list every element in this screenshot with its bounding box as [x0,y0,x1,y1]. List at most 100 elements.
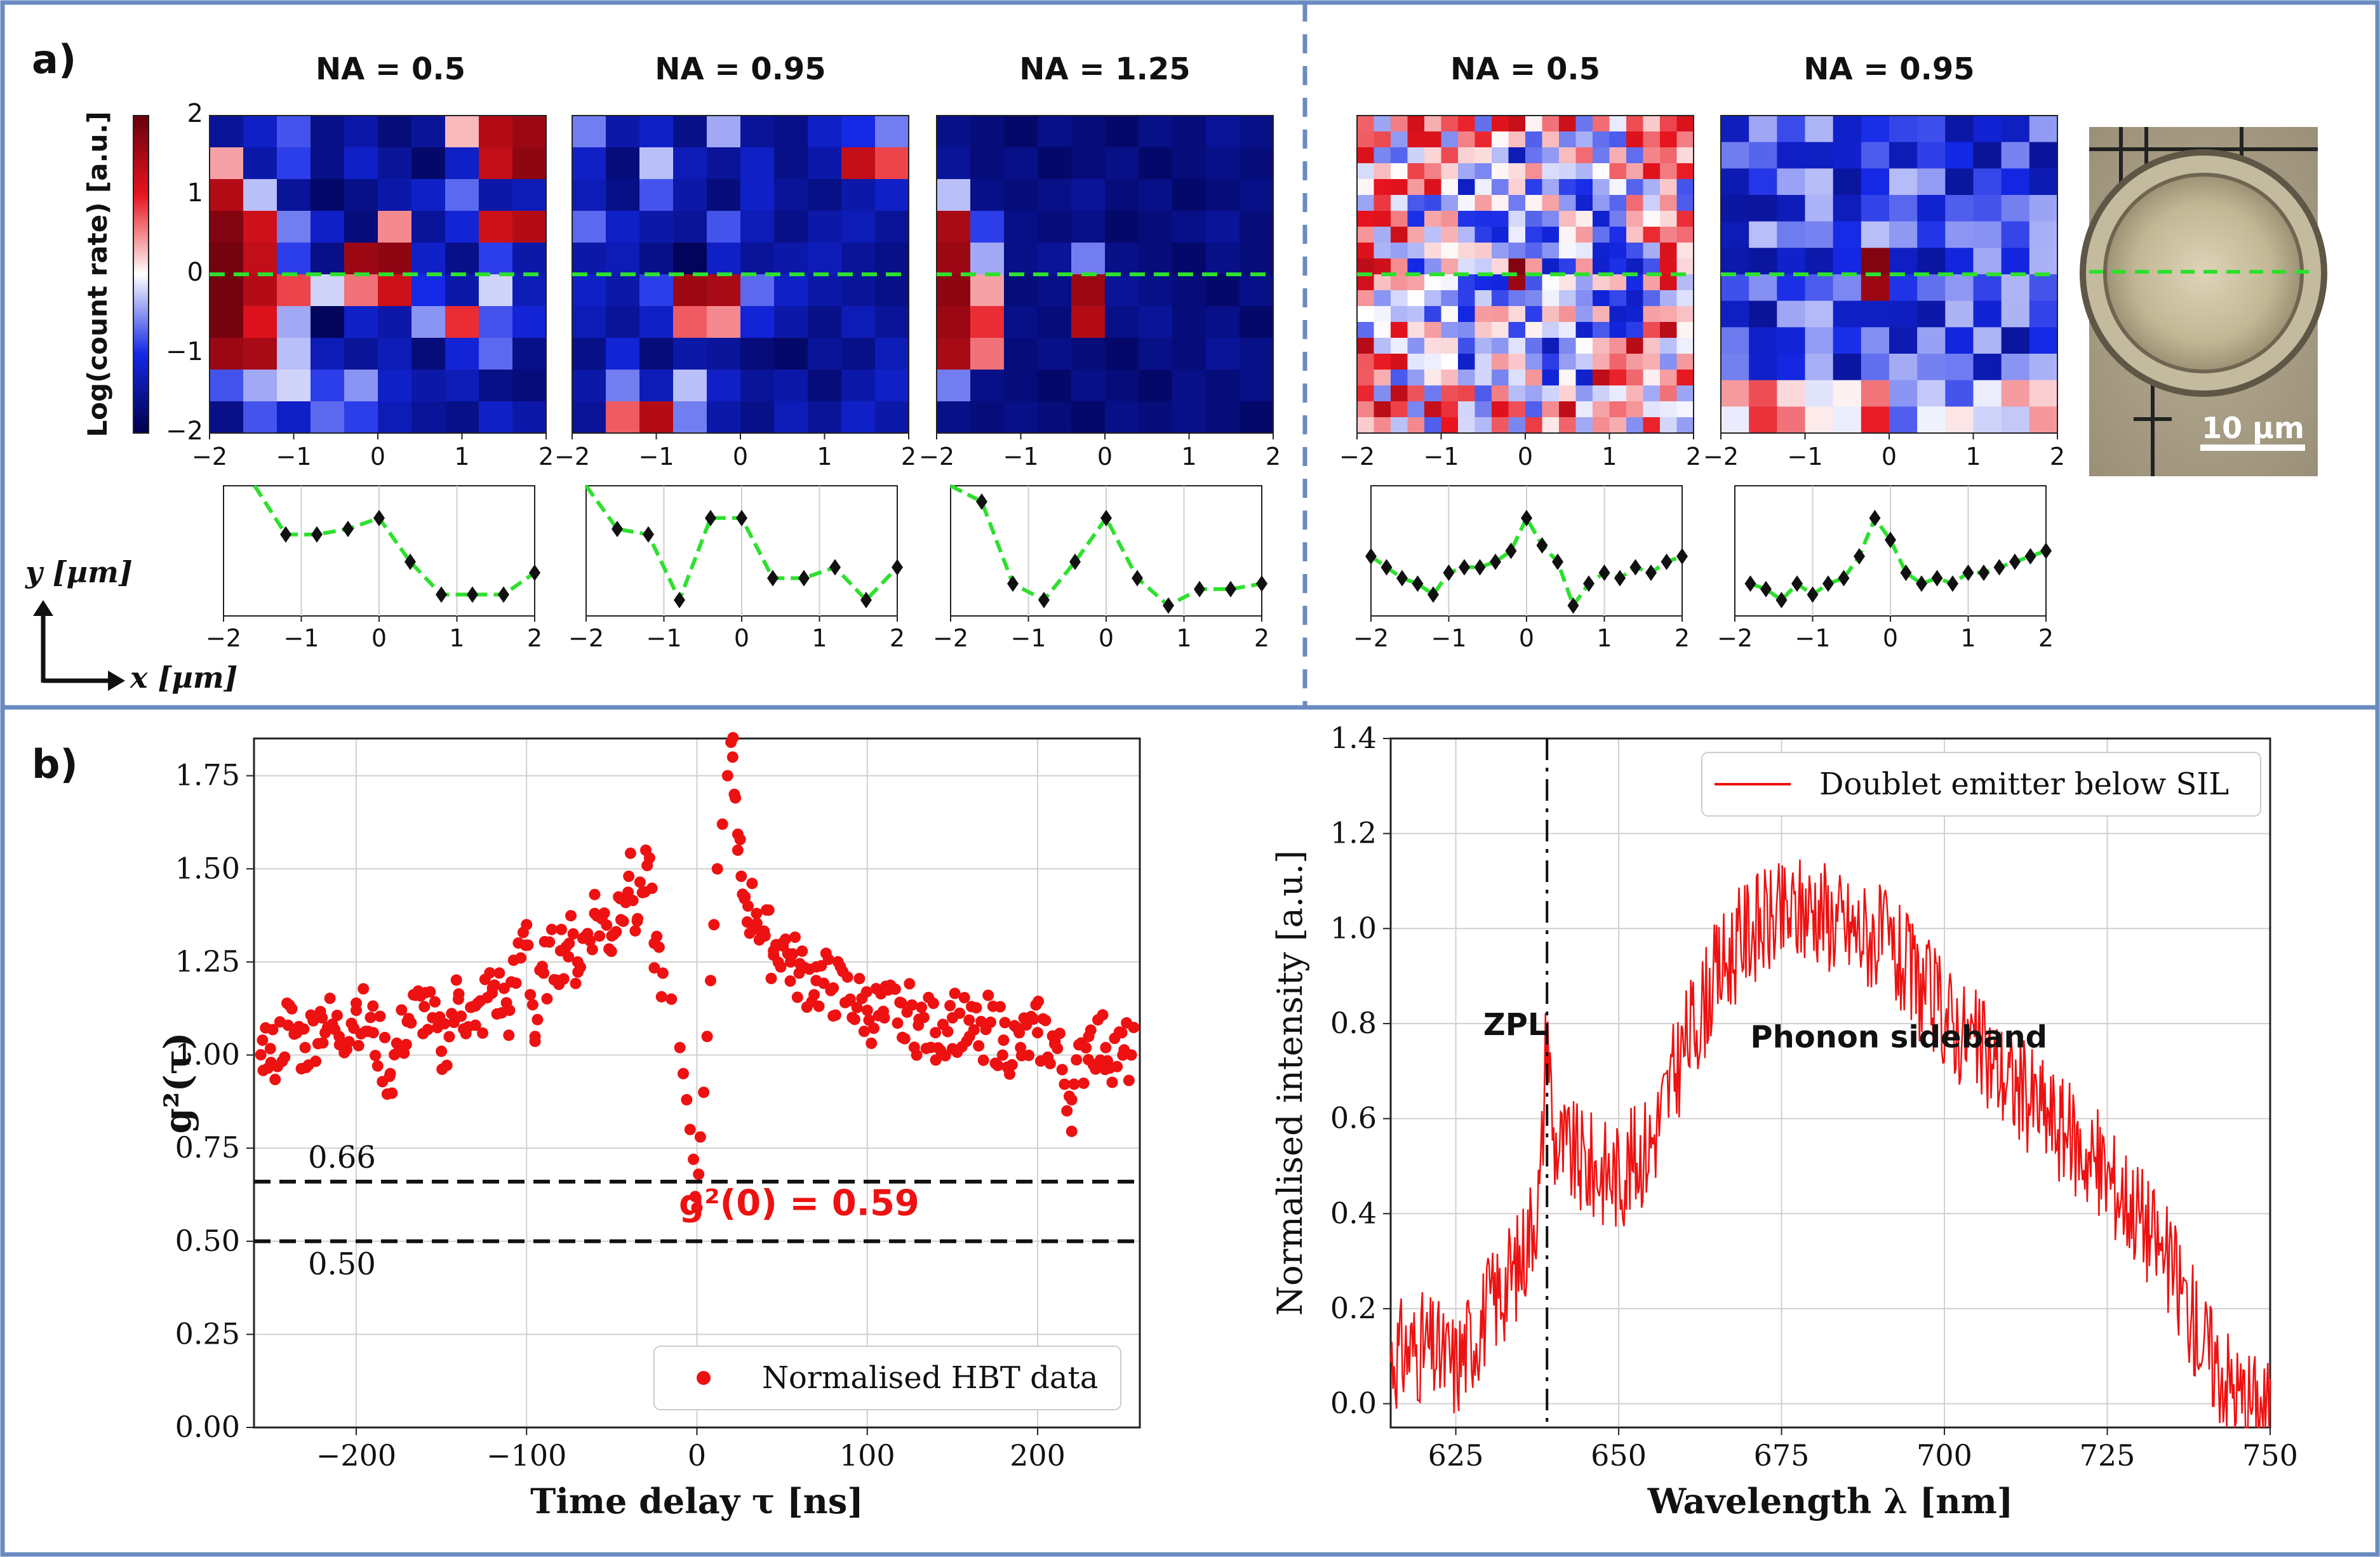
heatmap-cell [1559,258,1577,275]
profile-point [1993,559,2005,576]
heatmap-cell [606,243,640,275]
x-tick-label: −1 [283,624,319,652]
data-point [570,977,582,989]
heatmap-cell [512,370,547,402]
heatmap-cell [411,147,446,180]
heatmap-cell [1749,142,1777,169]
colorbar-ticks: 2 1 0 −1 −2 [166,99,203,446]
profile-point [1676,548,1688,565]
heatmap-cell [1749,221,1777,248]
heatmap-cell [1391,211,1408,227]
heatmap-cell [1945,195,1974,222]
heatmap-cell [1559,179,1577,196]
heatmap-cell [1391,258,1408,275]
heatmap-cell [311,338,345,370]
heatmap-cell [1139,116,1173,148]
heatmap-cell [1391,179,1408,196]
heatmap-cell [1542,211,1560,227]
heatmap-cell [311,179,345,211]
data-point [436,1045,448,1057]
x-tick-label: −200 [316,1438,396,1473]
data-point [384,1067,396,1079]
heatmap-cell [1593,131,1610,148]
data-point [1097,1009,1109,1021]
heatmap-cell [1777,221,1806,248]
heatmap-cell [673,401,707,434]
heatmap-title-4: NA = 0.5 [1450,51,1600,87]
heatmap-cell [1525,370,1543,386]
heatmap-cell [707,211,741,243]
data-point [999,1017,1011,1029]
heatmap-cell [1805,406,1834,434]
heatmap-cell [774,401,808,434]
heatmap-cell [606,179,640,211]
data-point [522,939,534,951]
profile-point [976,493,987,511]
heatmap-cell [311,401,345,434]
profile-point [1947,575,1958,592]
heatmap-cell [1407,274,1425,291]
heatmap-cell [1071,179,1106,211]
heatmap-cell [411,179,446,211]
heatmap-cell [1391,401,1408,418]
heatmap-cell [1424,354,1442,370]
heatmap-cell [1374,338,1391,354]
heatmap-cell [841,211,876,243]
heatmap-cell [2001,248,2030,275]
heatmap-cell [277,179,311,211]
data-point [622,886,634,899]
heatmap-cell [1973,168,2002,196]
heatmap-cell [1559,147,1577,164]
heatmap-cell [210,147,244,180]
heatmap-cell [1492,322,1509,338]
heatmap-cell [277,243,311,275]
heatmap-cell [1038,147,1072,180]
legend-label: Normalised HBT data [762,1360,1098,1396]
line-profiles: −2 −1 0 1 2 −2 −1 0 1 2 −2 −1 0 1 2 −2 −1 0 1 2 −2 −1 0 1 2 [206,484,2054,652]
data-point [572,956,584,968]
profile-point [1807,586,1819,603]
heatmap-cell [344,211,378,243]
heatmap-cell [1458,243,1476,259]
heatmap-cell [606,116,640,148]
heatmap-cell [378,306,412,338]
heatmap-cell [1374,401,1391,418]
data-point [655,991,667,1003]
data-point [829,1009,841,1021]
g2-annotation: g²(0) = 0.59 [679,1183,919,1224]
heatmap-cell [970,274,1005,307]
heatmap-cell [1374,163,1391,180]
heatmap-cell [1038,306,1072,338]
data-point [567,928,579,940]
data-point [594,930,606,942]
data-point [589,907,601,919]
heatmap-cell [1805,195,1834,222]
heatmap-cell [1660,243,1678,259]
heatmap-cell [1474,338,1492,354]
heatmap-cell [1206,274,1240,307]
profile-point [1900,564,1912,581]
heatmap-cell [1172,116,1207,148]
heatmap-cell [808,147,842,180]
heatmap-cell [673,211,707,243]
heatmap-cell [1508,401,1526,418]
heatmap-cell [1508,179,1526,196]
heatmap-cell [639,274,674,307]
data-point [861,1005,873,1017]
heatmap-cell [1660,227,1678,243]
heatmap-cell [740,116,775,148]
heatmap-cell [1492,370,1509,386]
profile-point [373,509,385,526]
heatmap-cell [1474,385,1492,402]
heatmap-cell [1861,168,1890,196]
heatmap-cell [1593,370,1610,386]
heatmap-cell [1357,147,1375,164]
heatmap-cell [841,306,876,338]
heatmap-cell [2029,274,2058,302]
heatmap-cell [707,370,741,402]
heatmap-cell [707,147,741,180]
data-point [851,1001,863,1013]
heatmap-cell [1357,258,1375,275]
heatmap-cell [673,243,707,275]
data-point [367,1000,379,1012]
